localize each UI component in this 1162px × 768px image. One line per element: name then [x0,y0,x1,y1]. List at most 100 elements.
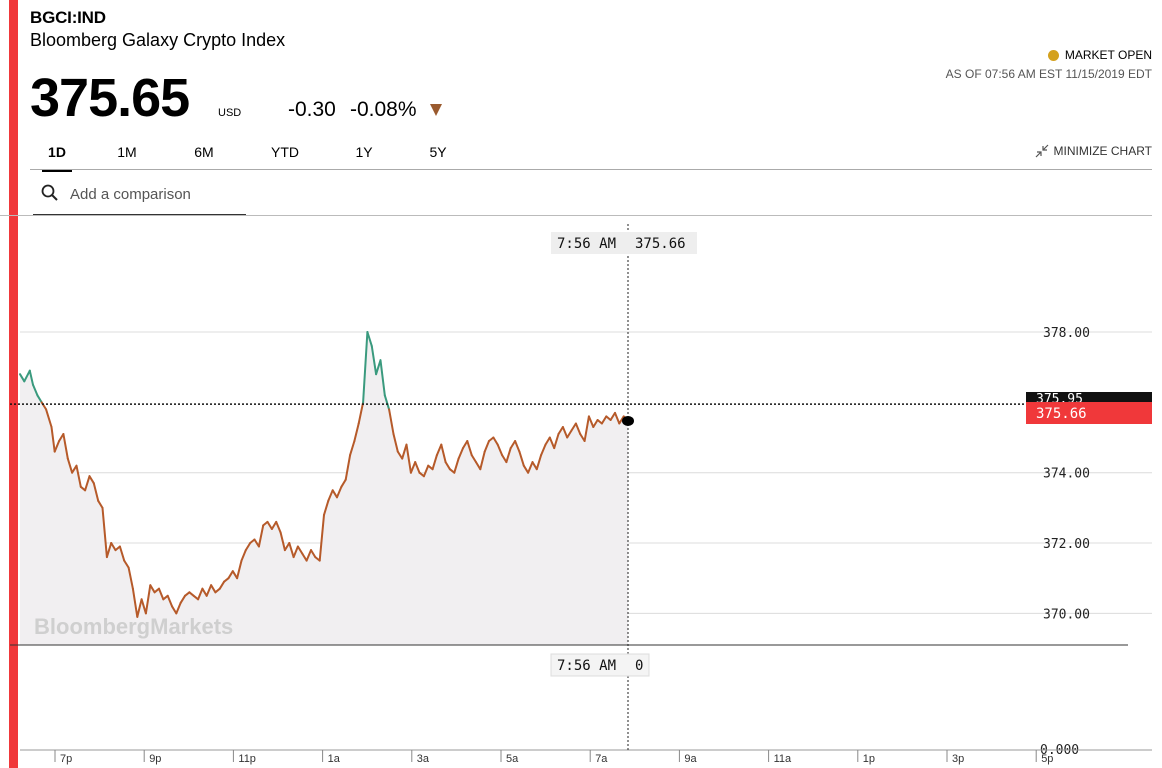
tab-5y[interactable]: 5Y [429,144,447,160]
price-line-segment [305,549,312,562]
price-line-segment [609,411,616,421]
price-line-segment [84,475,91,492]
price-line-segment [440,443,447,464]
price-line-segment [509,440,517,450]
price-change: -0.30 [288,98,336,121]
price-line-segment [370,345,378,376]
price-line-segment [118,545,126,562]
tab-1y[interactable]: 1Y [355,144,373,160]
price-line-segment [301,552,308,562]
price-line-segment [257,524,265,548]
price-area-fill [20,332,628,645]
price-line-segment [375,359,382,376]
price-line-segment [310,549,317,559]
price-line-segment [88,475,95,485]
chart-top-divider [0,215,1152,216]
minimize-chart-button[interactable]: MINIMIZE CHART [1035,144,1152,158]
price-line-segment [110,542,117,552]
crosshair-top-label-bg [551,232,697,254]
price-line-segment [144,584,152,615]
reference-price-tag [1026,392,1152,402]
range-tabs: 1D 1M 6M YTD 1Y 5Y [30,142,1150,172]
price-line-segment [535,454,543,471]
price-line-segment [527,461,534,474]
price-line-segment [340,478,347,488]
price-line-segment [62,433,69,460]
price-line-segment [166,594,173,608]
price-line-segment [483,440,490,453]
accent-bar [9,0,18,768]
price-line-segment [28,369,34,386]
price-line-segment [405,443,412,474]
comparison-search-input[interactable] [68,182,247,206]
price-line-segment [362,331,369,404]
price-line-segment [462,440,469,450]
price-line-segment [292,545,299,559]
down-arrow-icon [430,104,442,116]
price-line-segment [92,482,100,502]
price-line-segment [327,489,334,502]
price-line-segment [171,605,178,615]
price-line-segment [50,426,56,453]
price-line-segment [131,587,139,618]
tab-ytd[interactable]: YTD [271,144,299,160]
price-line-segment [179,594,186,604]
y-tick-label: 372.00 [1043,537,1090,552]
price-line-segment [422,464,430,478]
tab-1d[interactable]: 1D [42,142,72,172]
price-line-segment [357,401,365,425]
currency-label: USD [218,107,242,119]
y-tick-label: 370.00 [1043,607,1090,622]
price-line-segment [574,422,582,435]
price-line-segment [296,545,304,555]
x-tick-label: 5a [506,753,519,765]
price-line-segment [123,559,130,569]
price-line-layer [19,331,629,618]
x-axis-ticks: 7p 9p 11p 1a 3a 5a 7a 9a 11a 1p 3p 5p [20,749,1152,765]
price-line-segment [379,359,386,397]
price-line-segment [553,433,560,450]
price-line-segment [279,531,286,552]
price-line-segment [97,499,104,509]
price-line-segment [444,461,451,471]
price-line-segment [353,422,360,442]
price-line-segment [275,520,282,534]
price-line-segment [101,506,108,559]
ticker-symbol: BGCI:IND [30,8,106,27]
x-tick-label: 11p [238,753,256,765]
price-line-segment [505,447,512,464]
y-tick-label: 374.00 [1043,467,1090,482]
price-line-segment [336,485,343,499]
price-line-segment [197,587,204,601]
price-line-segment [470,454,477,464]
market-status: MARKET OPEN [1047,48,1152,62]
price-line-segment [32,383,39,397]
price-line-segment [479,450,486,471]
tab-6m[interactable]: 6M [194,144,214,160]
price-line-segment [414,461,421,474]
price-line-segment [496,443,504,457]
price-line-segment [23,369,31,383]
x-tick-label: 9p [149,753,161,765]
price-line-segment [492,436,499,446]
price-line-segment [349,440,356,457]
x-tick-label: 1p [863,753,875,765]
price-line-segment [366,331,373,348]
price-line-segment [270,520,278,530]
x-tick-label: 3p [952,753,964,765]
x-tick-label: 5p [1041,753,1053,765]
current-point-marker [622,415,634,426]
price-line-segment [518,450,525,467]
price-line-segment [36,394,43,404]
price-line-segment [266,520,273,530]
tab-1m[interactable]: 1M [117,144,137,160]
current-price-label: 375.66 [1036,406,1087,422]
crosshair-time-top: 7:56 AM [557,236,616,252]
price-line-segment [318,513,325,562]
price-line-segment [392,433,399,453]
price-line-segment [570,422,577,432]
